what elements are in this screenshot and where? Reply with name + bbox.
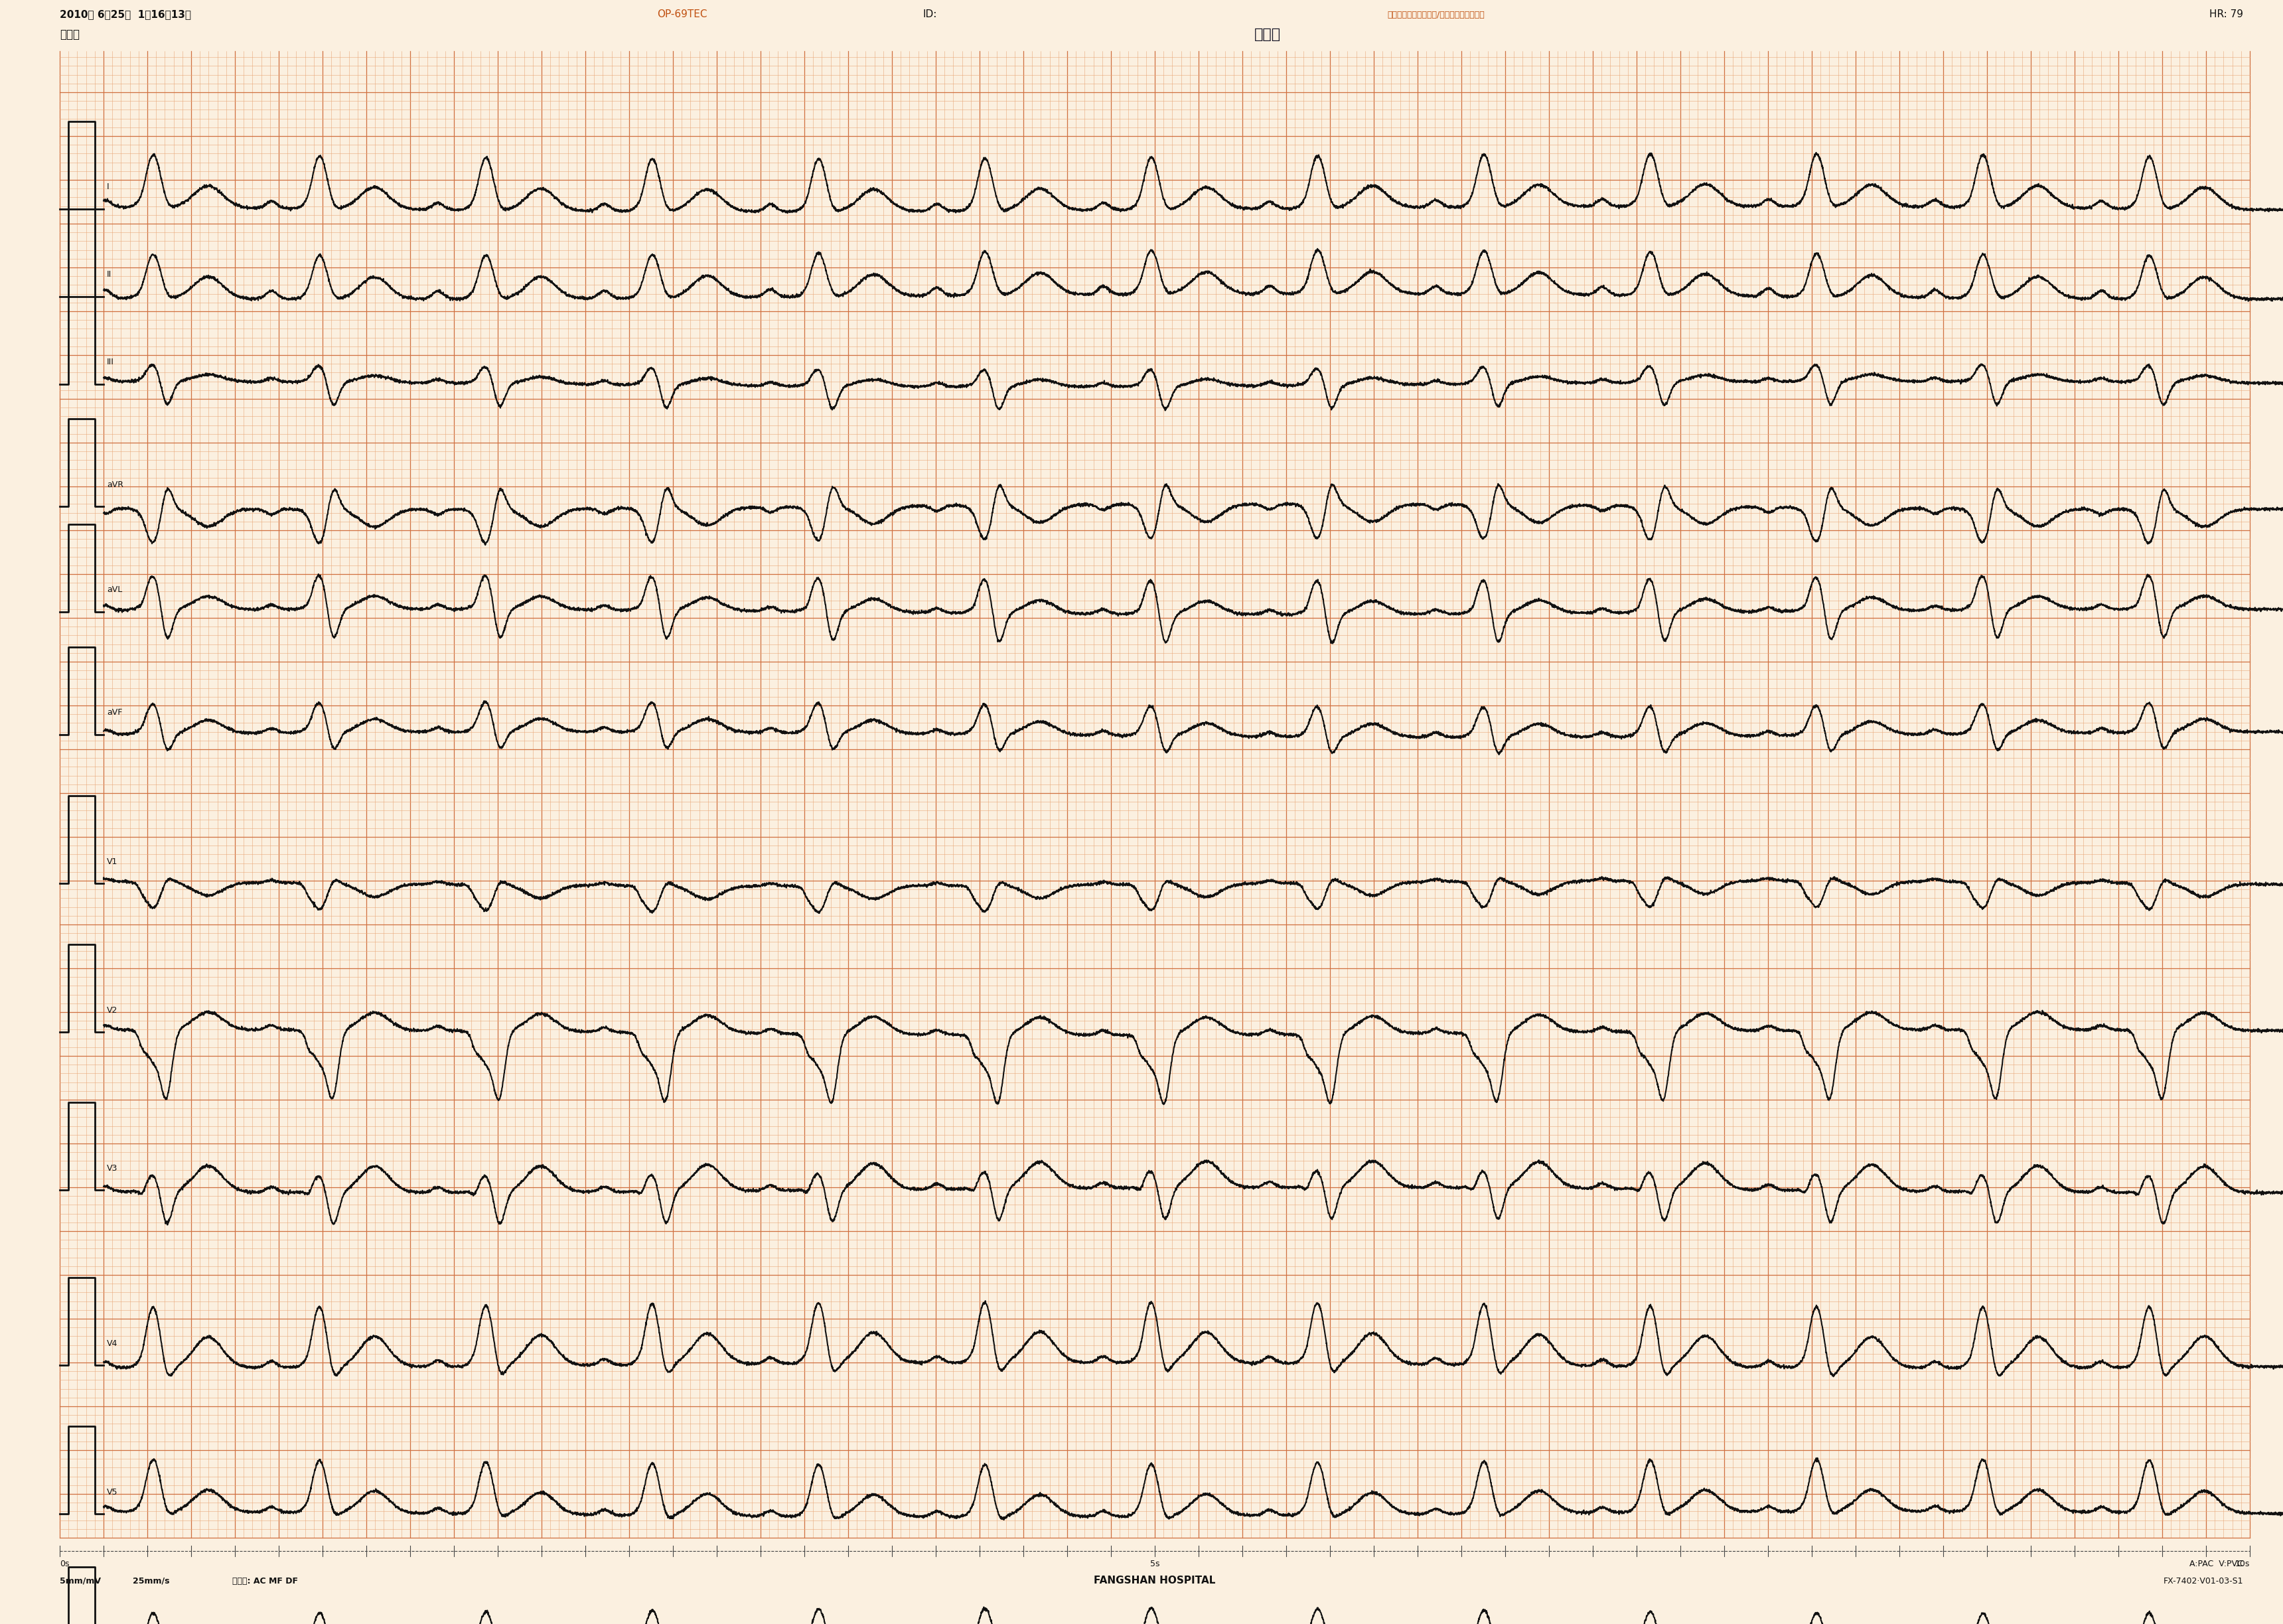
Text: II: II xyxy=(107,270,112,279)
Text: 10s: 10s xyxy=(2235,1561,2249,1569)
Text: 0s: 0s xyxy=(59,1561,68,1569)
Text: FX-7402·V01-03-S1: FX-7402·V01-03-S1 xyxy=(2164,1577,2244,1585)
Text: V2: V2 xyxy=(107,1007,119,1015)
Text: aVR: aVR xyxy=(107,481,123,489)
Text: OP-69TEC: OP-69TEC xyxy=(658,10,708,19)
Text: ID:: ID: xyxy=(922,10,936,19)
Text: 25mm/s: 25mm/s xyxy=(132,1577,169,1585)
Text: 5mm/mV: 5mm/mV xyxy=(59,1577,100,1585)
Text: HR: 79: HR: 79 xyxy=(2210,10,2244,19)
Text: 安静时: 安静时 xyxy=(59,29,80,41)
Text: aVF: aVF xyxy=(107,708,123,716)
Text: 5s: 5s xyxy=(1151,1561,1160,1569)
Text: 北京信息电子医疗器械/王子特殊版（上型）: 北京信息电子医疗器械/王子特殊版（上型） xyxy=(1388,10,1484,19)
Text: A:PAC  V:PVC: A:PAC V:PVC xyxy=(2189,1561,2244,1569)
Text: V1: V1 xyxy=(107,857,119,866)
Text: I: I xyxy=(107,182,110,192)
Text: III: III xyxy=(107,357,114,367)
Text: 滤波器: AC MF DF: 滤波器: AC MF DF xyxy=(233,1577,299,1585)
Text: V4: V4 xyxy=(107,1340,119,1348)
Text: V3: V3 xyxy=(107,1164,119,1173)
Text: 2010年 6月25日  1旱16分13秒: 2010年 6月25日 1旱16分13秒 xyxy=(59,10,192,19)
Text: 乓十二: 乓十二 xyxy=(1253,28,1281,41)
Text: aVL: aVL xyxy=(107,586,123,594)
Text: V5: V5 xyxy=(107,1488,119,1497)
Text: FANGSHAN HOSPITAL: FANGSHAN HOSPITAL xyxy=(1094,1575,1215,1587)
